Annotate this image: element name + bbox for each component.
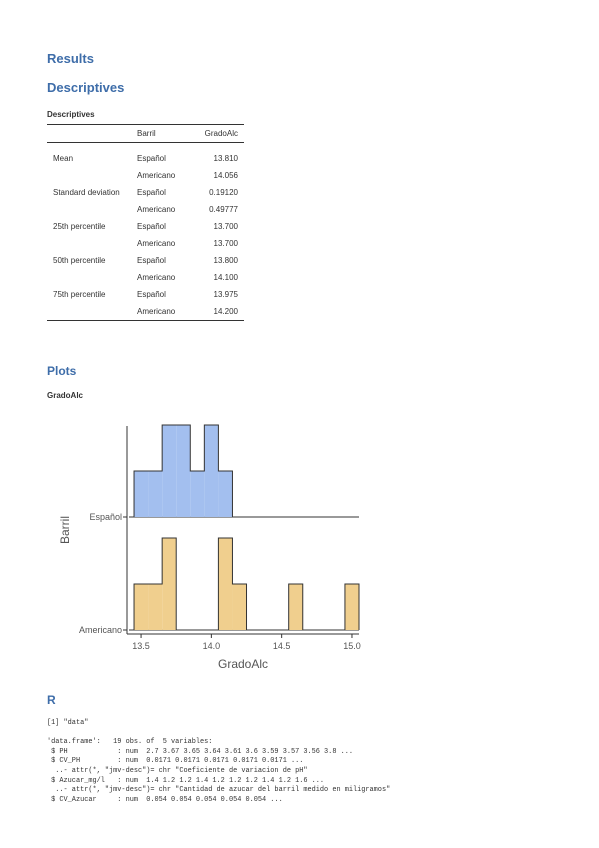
value-cell: 13.975 (213, 290, 238, 299)
table-caption: Descriptives (47, 110, 95, 119)
histogram-bar (148, 471, 163, 517)
y-axis-title: Barril (58, 516, 72, 544)
histogram-bar (162, 538, 177, 630)
value-cell: 0.19120 (209, 188, 238, 197)
histogram-bar (148, 584, 163, 630)
table-row: Standard deviation Español 0.19120 (47, 184, 244, 201)
table-row: 50th percentile Español 13.800 (47, 252, 244, 269)
header-stat (47, 125, 137, 143)
x-axis-title: GradoAlc (218, 657, 268, 671)
histogram-bar (218, 471, 233, 517)
stat-label: 75th percentile (53, 290, 106, 299)
group-label: Americano (137, 273, 176, 282)
x-tick-label: 13.5 (132, 641, 150, 651)
histogram-bar (204, 425, 219, 517)
value-cell: 13.800 (213, 256, 238, 265)
plot-caption: GradoAlc (47, 391, 84, 400)
r-heading: R (47, 693, 56, 707)
histogram-bar (176, 425, 191, 517)
histogram-outline (133, 424, 233, 517)
value-cell: 14.056 (213, 171, 238, 180)
stat-label: Standard deviation (53, 188, 120, 197)
histogram-bar (134, 584, 149, 630)
histogram-bar (344, 584, 359, 630)
table-row: Americano 14.200 (47, 303, 244, 321)
group-label: Americano (137, 307, 176, 316)
stat-label (47, 235, 137, 252)
histogram-bar (288, 584, 303, 630)
table-row: Americano 0.49777 (47, 201, 244, 218)
histogram-bar (134, 471, 149, 517)
group-label: Español (137, 222, 166, 231)
x-tick-label: 15.0 (343, 641, 361, 651)
group-label: Americano (137, 205, 176, 214)
stat-label: 25th percentile (53, 222, 106, 231)
gradoalc-ridge-histogram: Español Americano 13.5 14.0 14.5 15.0 GradoAlc… (58, 424, 361, 671)
group-label: Español (137, 290, 166, 299)
table-row: 25th percentile Español 13.700 (47, 218, 244, 235)
histogram-outline (133, 537, 360, 630)
descriptives-table: Barril GradoAlc Mean Español 13.810 Amer… (47, 124, 244, 321)
header-barril: Barril (137, 129, 156, 138)
histogram-bar (218, 538, 233, 630)
stat-label: Mean (53, 154, 74, 163)
plots-heading: Plots (47, 364, 77, 378)
x-tick-label: 14.0 (203, 641, 221, 651)
value-cell: 14.100 (213, 273, 238, 282)
group-label: Americano (137, 171, 176, 180)
stat-label (47, 303, 137, 321)
stat-label (47, 201, 137, 218)
table-row: Americano 14.056 (47, 167, 244, 184)
results-heading: Results (47, 51, 94, 66)
header-gradoalc: GradoAlc (204, 129, 238, 138)
histogram-bar (162, 425, 177, 517)
table-row: Americano 14.100 (47, 269, 244, 286)
group-label: Español (137, 188, 166, 197)
histogram-bar (190, 471, 205, 517)
group-label: Español (137, 154, 166, 163)
r-console-output: [1] "data" 'data.frame': 19 obs. of 5 va… (47, 719, 391, 804)
y-tick-label: Americano (79, 625, 122, 635)
value-cell: 14.200 (213, 307, 238, 316)
table-row: Mean Español 13.810 (47, 143, 244, 168)
histogram-bar (232, 584, 247, 630)
table-row: 75th percentile Español 13.975 (47, 286, 244, 303)
value-cell: 13.810 (213, 154, 238, 163)
descriptives-heading: Descriptives (47, 80, 125, 95)
stat-label (47, 167, 137, 184)
value-cell: 0.49777 (209, 205, 238, 214)
value-cell: 13.700 (213, 222, 238, 231)
table-header-row: Barril GradoAlc (47, 124, 244, 143)
table-row: Americano 13.700 (47, 235, 244, 252)
group-label: Americano (137, 239, 176, 248)
stat-label: 50th percentile (53, 256, 106, 265)
value-cell: 13.700 (213, 239, 238, 248)
x-tick-label: 14.5 (273, 641, 291, 651)
y-tick-label: Español (89, 512, 122, 522)
stat-label (47, 269, 137, 286)
group-label: Español (137, 256, 166, 265)
